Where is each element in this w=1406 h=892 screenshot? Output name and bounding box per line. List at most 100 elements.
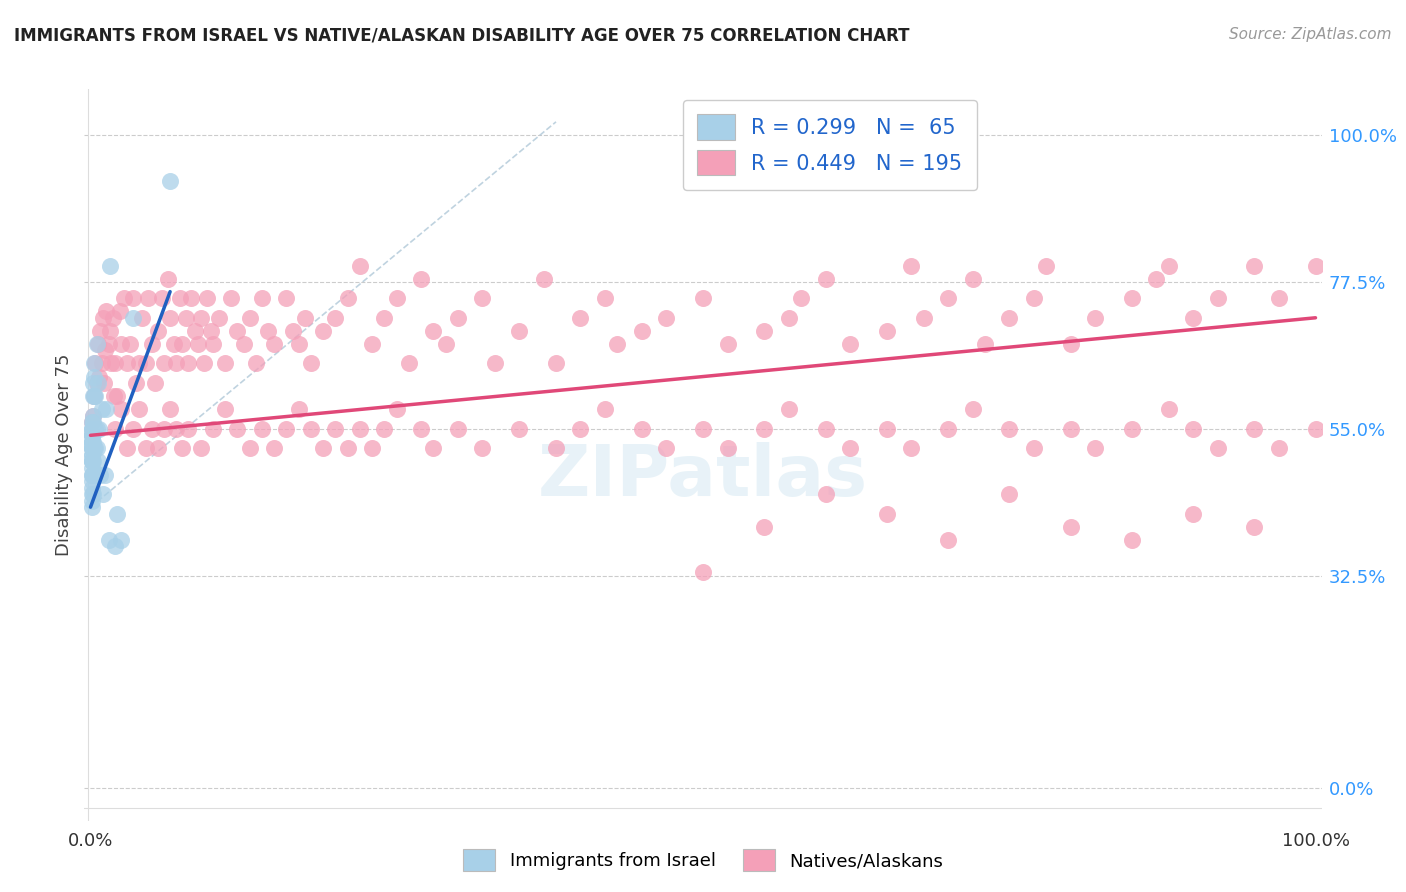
Point xyxy=(159,310,181,325)
Point xyxy=(163,337,186,351)
Point xyxy=(100,356,122,371)
Point xyxy=(912,310,935,325)
Point xyxy=(82,376,104,390)
Point xyxy=(135,356,157,371)
Point xyxy=(655,310,678,325)
Point xyxy=(141,422,163,436)
Point xyxy=(1268,291,1291,305)
Point xyxy=(80,428,103,442)
Point xyxy=(1121,533,1143,547)
Point xyxy=(1059,337,1081,351)
Point xyxy=(80,434,103,449)
Point xyxy=(82,454,104,468)
Point xyxy=(80,415,103,429)
Point xyxy=(276,422,298,436)
Point xyxy=(125,376,148,390)
Point xyxy=(84,356,107,371)
Text: Source: ZipAtlas.com: Source: ZipAtlas.com xyxy=(1229,27,1392,42)
Point xyxy=(97,533,120,547)
Point xyxy=(232,337,254,351)
Point xyxy=(87,422,110,436)
Point xyxy=(80,474,103,488)
Point xyxy=(1182,310,1205,325)
Point xyxy=(349,259,371,273)
Point xyxy=(94,467,117,482)
Point xyxy=(172,337,194,351)
Y-axis label: Disability Age Over 75: Disability Age Over 75 xyxy=(55,353,73,557)
Point xyxy=(200,324,222,338)
Point xyxy=(80,442,103,456)
Point xyxy=(110,533,132,547)
Point xyxy=(87,337,110,351)
Point xyxy=(115,442,138,456)
Point xyxy=(122,291,145,305)
Point xyxy=(165,422,187,436)
Point xyxy=(839,442,862,456)
Point xyxy=(1182,422,1205,436)
Point xyxy=(973,337,995,351)
Point xyxy=(876,507,898,521)
Point xyxy=(80,454,103,468)
Point xyxy=(411,422,433,436)
Point xyxy=(80,500,103,515)
Point xyxy=(83,389,105,403)
Point xyxy=(373,310,395,325)
Point xyxy=(84,422,107,436)
Point xyxy=(1157,259,1180,273)
Point xyxy=(422,442,444,456)
Point xyxy=(80,442,103,456)
Point xyxy=(569,310,592,325)
Point xyxy=(336,442,359,456)
Point xyxy=(101,310,124,325)
Point xyxy=(80,454,103,468)
Point xyxy=(325,422,347,436)
Point xyxy=(156,271,179,285)
Point xyxy=(80,442,103,456)
Point xyxy=(508,422,530,436)
Point xyxy=(86,442,108,456)
Point xyxy=(962,271,984,285)
Point xyxy=(80,434,103,449)
Point xyxy=(174,310,197,325)
Point xyxy=(80,428,103,442)
Point xyxy=(80,442,103,456)
Point xyxy=(214,402,236,417)
Point xyxy=(839,337,862,351)
Point xyxy=(1243,259,1265,273)
Point xyxy=(89,324,111,338)
Point xyxy=(118,337,141,351)
Point xyxy=(80,428,103,442)
Point xyxy=(398,356,420,371)
Point xyxy=(900,259,922,273)
Point xyxy=(82,415,104,429)
Point xyxy=(83,369,105,384)
Point xyxy=(159,174,181,188)
Point xyxy=(201,337,224,351)
Point xyxy=(115,356,138,371)
Point xyxy=(998,487,1021,501)
Point xyxy=(630,422,652,436)
Point xyxy=(90,402,112,417)
Point xyxy=(82,409,104,423)
Point xyxy=(361,442,384,456)
Point xyxy=(1035,259,1057,273)
Point xyxy=(82,389,104,403)
Point xyxy=(716,337,738,351)
Point xyxy=(190,442,212,456)
Point xyxy=(936,533,959,547)
Point xyxy=(1243,422,1265,436)
Point xyxy=(312,324,335,338)
Point xyxy=(150,291,173,305)
Point xyxy=(80,422,103,436)
Point xyxy=(447,310,470,325)
Point xyxy=(83,389,105,403)
Point xyxy=(471,442,494,456)
Point xyxy=(153,422,176,436)
Point xyxy=(716,442,738,456)
Point xyxy=(385,402,408,417)
Point xyxy=(385,291,408,305)
Point xyxy=(195,291,218,305)
Point xyxy=(1121,291,1143,305)
Point xyxy=(325,310,347,325)
Point xyxy=(82,422,104,436)
